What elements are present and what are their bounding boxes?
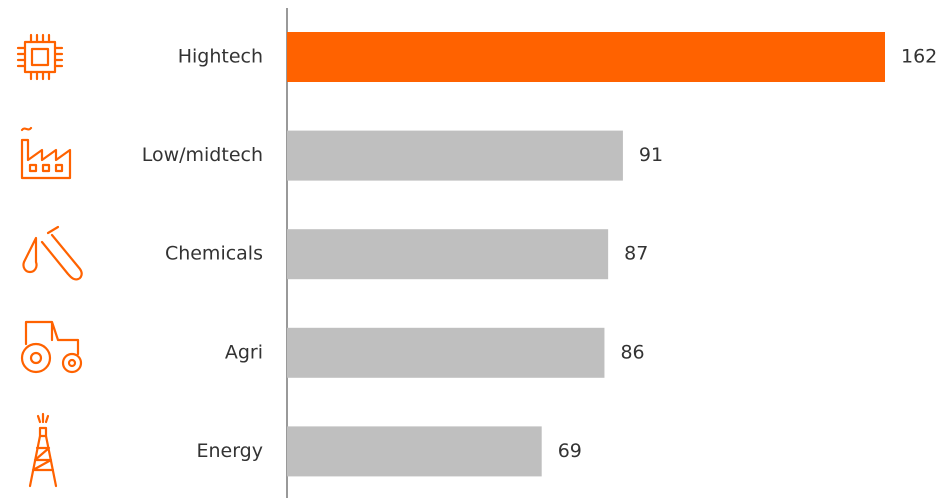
factory-icon <box>20 126 72 180</box>
value-label: 69 <box>558 440 582 462</box>
value-label: 87 <box>624 243 648 265</box>
oil-rig-icon <box>28 412 58 488</box>
category-label: Hightech <box>178 46 263 68</box>
category-label: Chemicals <box>165 243 263 265</box>
icons <box>16 33 83 488</box>
category-label: Agri <box>225 341 263 363</box>
category-label: Energy <box>196 440 263 462</box>
category-label: Low/midtech <box>142 144 263 166</box>
value-label: 86 <box>620 341 644 363</box>
bar <box>287 327 605 378</box>
value-label: 162 <box>901 46 937 68</box>
tractor-icon <box>20 320 83 374</box>
test-tubes-icon <box>22 225 83 281</box>
bar <box>287 229 609 280</box>
bar <box>287 32 885 82</box>
value-label: 91 <box>639 144 663 166</box>
bar <box>287 426 542 477</box>
bar <box>287 130 623 181</box>
chip-icon <box>16 33 64 81</box>
